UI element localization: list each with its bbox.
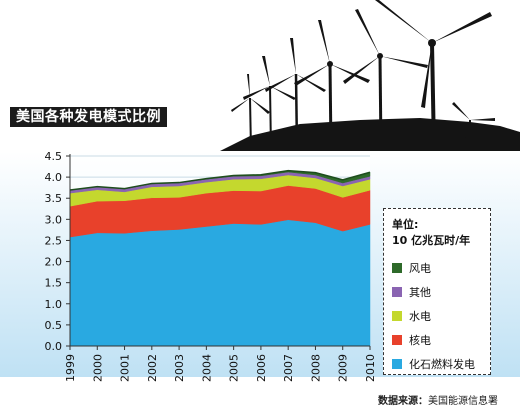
x-tick-label-2: 2001 [119, 354, 132, 382]
x-tick-label-1: 2000 [91, 354, 104, 382]
y-tick-label-0: 0.0 [45, 340, 63, 353]
x-tick-label-6: 2005 [228, 354, 241, 382]
legend-unit-value: 10 亿兆瓦时/年 [392, 234, 471, 247]
x-tick-label-11: 2010 [364, 354, 377, 382]
y-tick-label-6: 3.0 [45, 213, 63, 226]
x-tick-labels: 1999 2000 2001 2002 2003 2004 2005 2006 2007 2008… [64, 354, 377, 382]
x-tick-label-5: 2004 [200, 354, 213, 382]
y-tick-label-4: 2.0 [45, 256, 63, 269]
x-tick-label-7: 2006 [255, 354, 268, 382]
chart-title: 美国各种发电模式比例 [10, 107, 167, 127]
y-tick-label-5: 2.5 [45, 234, 63, 247]
legend-label-4: 风电 [409, 262, 431, 275]
x-tick-label-3: 2002 [146, 354, 159, 382]
wind-turbine-illustration [220, 0, 520, 151]
legend-label-2: 水电 [409, 310, 431, 323]
legend-label-3: 其他 [409, 286, 431, 299]
legend-unit-label: 单位: [392, 218, 419, 231]
legend-item-2: 水电 [392, 307, 490, 325]
area-top-outline [69, 169, 371, 191]
x-tick-label-10: 2009 [337, 354, 350, 382]
legend-label-0: 化石燃料发电 [409, 358, 475, 371]
y-tick-labels: 0.0 0.5 1.0 1.5 2.0 2.5 3.0 3.5 4.0 4.5 [45, 150, 63, 353]
y-tick-label-3: 1.5 [45, 277, 63, 290]
y-tick-label-9: 4.5 [45, 150, 63, 163]
legend-item-3: 其他 [392, 283, 490, 301]
x-tick-label-9: 2008 [309, 354, 322, 382]
legend-swatch-0 [392, 359, 402, 369]
legend-swatch-2 [392, 311, 402, 321]
y-tick-label-8: 4.0 [45, 171, 63, 184]
y-tick-label-1: 0.5 [45, 319, 63, 332]
legend-swatch-1 [392, 335, 402, 345]
area-series [69, 169, 371, 347]
source-label: 数据来源： [378, 396, 428, 407]
legend: 单位: 10 亿兆瓦时/年 风电其他水电核电化石燃料发电 [383, 208, 491, 375]
legend-item-1: 核电 [392, 331, 490, 349]
x-tick-label-4: 2003 [173, 354, 186, 382]
y-tick-label-7: 3.5 [45, 192, 63, 205]
data-source: 数据来源：美国能源信息署 [378, 392, 498, 407]
axes [66, 154, 371, 350]
x-tick-label-8: 2007 [282, 354, 295, 382]
legend-label-1: 核电 [409, 334, 431, 347]
source-value: 美国能源信息署 [428, 396, 498, 407]
legend-item-4: 风电 [392, 259, 490, 277]
area-series-0 [69, 219, 371, 347]
x-tick-label-0: 1999 [64, 354, 77, 382]
y-tick-label-2: 1.0 [45, 298, 63, 311]
legend-swatch-3 [392, 287, 402, 297]
legend-swatch-4 [392, 263, 402, 273]
legend-item-0: 化石燃料发电 [392, 355, 490, 373]
